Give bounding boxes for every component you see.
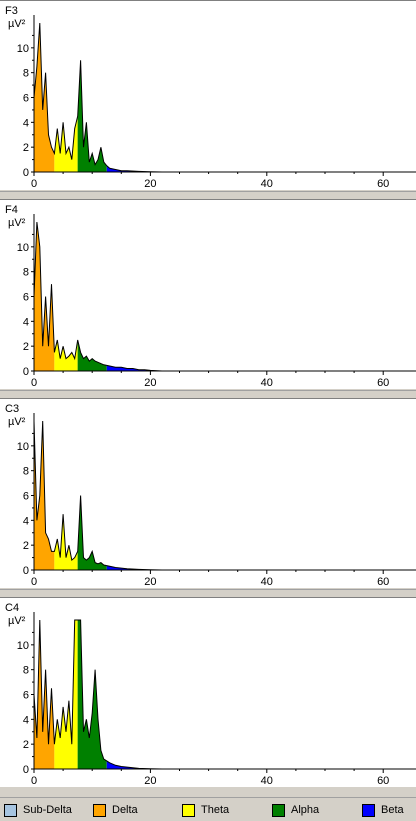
y-tick-label: 6 xyxy=(23,292,29,304)
unit-label: µV² xyxy=(8,416,26,428)
x-tick-label: 20 xyxy=(144,377,156,389)
legend-item-theta: Theta xyxy=(182,803,229,817)
legend-swatch-beta xyxy=(362,803,375,817)
band-area-alpha xyxy=(77,60,107,172)
unit-label: µV² xyxy=(8,217,26,229)
legend-label: Sub-Delta xyxy=(23,804,72,816)
x-tick-label: 0 xyxy=(31,178,37,190)
x-tick-label: 40 xyxy=(261,178,273,190)
y-tick-label: 2 xyxy=(23,540,29,552)
x-tick-label: 0 xyxy=(31,377,37,389)
legend-label: Beta xyxy=(381,804,404,816)
spectrum-panel-c3: 0 2 4 6 8 10 0 20 40 60 C3 µV² xyxy=(0,398,416,588)
spectrum-line xyxy=(33,619,163,770)
channel-label: C4 xyxy=(5,602,19,614)
y-tick-label: 0 xyxy=(23,764,29,776)
band-area-theta xyxy=(54,116,78,172)
x-tick-label: 40 xyxy=(261,576,273,588)
y-tick-label: 2 xyxy=(23,142,29,154)
x-tick-label: 60 xyxy=(377,377,389,389)
legend-item-beta: Beta xyxy=(362,803,404,817)
y-tick-label: 0 xyxy=(23,565,29,577)
band-area-theta xyxy=(54,514,78,570)
x-tick-label: 0 xyxy=(31,775,37,787)
legend-swatch-delta xyxy=(93,803,106,817)
y-tick-label: 0 xyxy=(23,366,29,378)
channel-label: C3 xyxy=(5,403,19,415)
legend-label: Theta xyxy=(201,804,230,816)
y-tick-label: 6 xyxy=(23,93,29,105)
y-tick-label: 10 xyxy=(17,441,29,453)
spectrum-line xyxy=(33,420,163,571)
x-tick-label: 40 xyxy=(261,377,273,389)
y-tick-label: 6 xyxy=(23,491,29,503)
x-tick-label: 20 xyxy=(144,775,156,787)
panel-separator xyxy=(0,589,416,597)
y-tick-label: 2 xyxy=(23,739,29,751)
legend-swatch-alpha xyxy=(272,803,285,817)
panel-separator xyxy=(0,191,416,199)
x-tick-label: 20 xyxy=(144,178,156,190)
y-tick-label: 4 xyxy=(23,714,29,726)
y-tick-label: 8 xyxy=(23,665,29,677)
x-tick-label: 0 xyxy=(31,576,37,588)
unit-label: µV² xyxy=(8,18,26,30)
channel-label: F4 xyxy=(5,204,18,216)
spectrum-panel-c4: 0 2 4 6 8 10 0 20 40 60 C4 µV² xyxy=(0,597,416,787)
y-tick-label: 8 xyxy=(23,466,29,478)
legend-item-delta: Delta xyxy=(93,803,138,817)
band-area-delta xyxy=(34,421,55,570)
unit-label: µV² xyxy=(8,615,26,627)
y-tick-label: 4 xyxy=(23,515,29,527)
y-tick-label: 10 xyxy=(17,43,29,55)
x-tick-label: 60 xyxy=(377,178,389,190)
x-tick-label: 60 xyxy=(377,775,389,787)
y-tick-label: 2 xyxy=(23,341,29,353)
y-tick-label: 10 xyxy=(17,242,29,254)
y-tick-label: 4 xyxy=(23,316,29,328)
y-tick-label: 8 xyxy=(23,68,29,80)
channel-label: F3 xyxy=(5,5,18,17)
spectrum-line xyxy=(33,221,163,372)
band-area-beta xyxy=(106,760,163,769)
x-tick-label: 20 xyxy=(144,576,156,588)
y-tick-label: 10 xyxy=(17,640,29,652)
panel-separator xyxy=(0,390,416,398)
band-area-alpha xyxy=(77,620,107,769)
y-tick-label: 6 xyxy=(23,690,29,702)
y-tick-label: 8 xyxy=(23,267,29,279)
legend-item-sub-delta: Sub-Delta xyxy=(4,803,72,817)
band-area-beta xyxy=(106,365,163,371)
band-area-alpha xyxy=(77,495,107,570)
y-tick-label: 0 xyxy=(23,167,29,179)
spectrum-panel-f4: 0 2 4 6 8 10 0 20 40 60 F4 µV² xyxy=(0,199,416,389)
x-tick-label: 40 xyxy=(261,775,273,787)
legend-swatch-sub-delta xyxy=(4,803,17,817)
x-tick-label: 60 xyxy=(377,576,389,588)
y-tick-label: 4 xyxy=(23,117,29,129)
spectrum-panel-f3: 0 2 4 6 8 10 0 20 40 60 F3 µV² xyxy=(0,0,416,190)
legend-label: Delta xyxy=(112,804,138,816)
band-legend: Sub-Delta Delta Theta Alpha Beta xyxy=(0,797,416,821)
legend-swatch-theta xyxy=(182,803,195,817)
legend-item-alpha: Alpha xyxy=(272,803,319,817)
band-area-delta xyxy=(34,23,55,172)
legend-label: Alpha xyxy=(291,804,320,816)
band-area-theta xyxy=(54,340,78,371)
band-area-beta xyxy=(106,565,163,570)
band-area-delta xyxy=(34,222,55,371)
band-area-beta xyxy=(106,165,163,172)
spectrum-line xyxy=(33,22,163,173)
